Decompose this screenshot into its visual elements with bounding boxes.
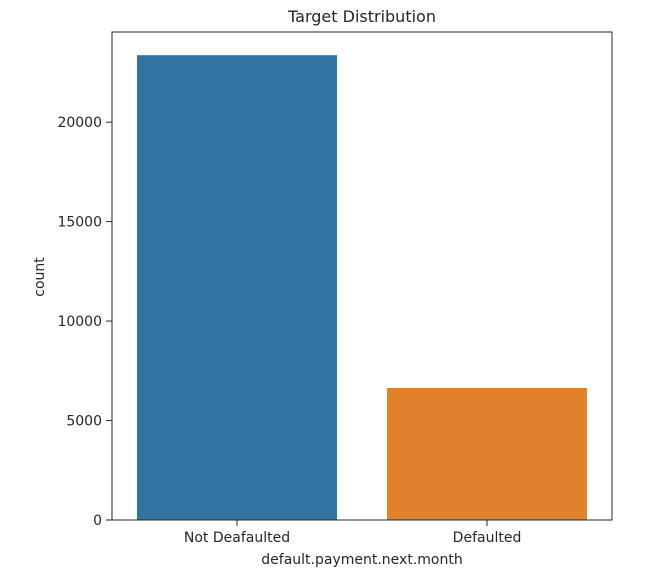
x-axis-ticks: Not Deafaulted Defaulted (184, 520, 521, 546)
bars-group (137, 55, 587, 520)
x-axis-label: default.payment.next.month (261, 552, 462, 568)
chart-title: Target Distribution (287, 7, 436, 26)
y-tick-label: 10000 (57, 314, 102, 330)
y-tick-label: 0 (93, 513, 102, 529)
y-tick-label: 15000 (57, 215, 102, 231)
bar-1 (387, 387, 587, 520)
bar-0 (137, 55, 337, 520)
y-tick-label: 5000 (66, 414, 102, 430)
y-axis-label: count (32, 257, 48, 297)
plot-area-frame (111, 31, 613, 521)
x-tick-label: Not Deafaulted (184, 530, 290, 546)
x-tick-label: Defaulted (453, 530, 522, 546)
y-tick-label: 20000 (57, 115, 102, 131)
y-axis-ticks: 0 5000 10000 15000 20000 (57, 115, 112, 529)
